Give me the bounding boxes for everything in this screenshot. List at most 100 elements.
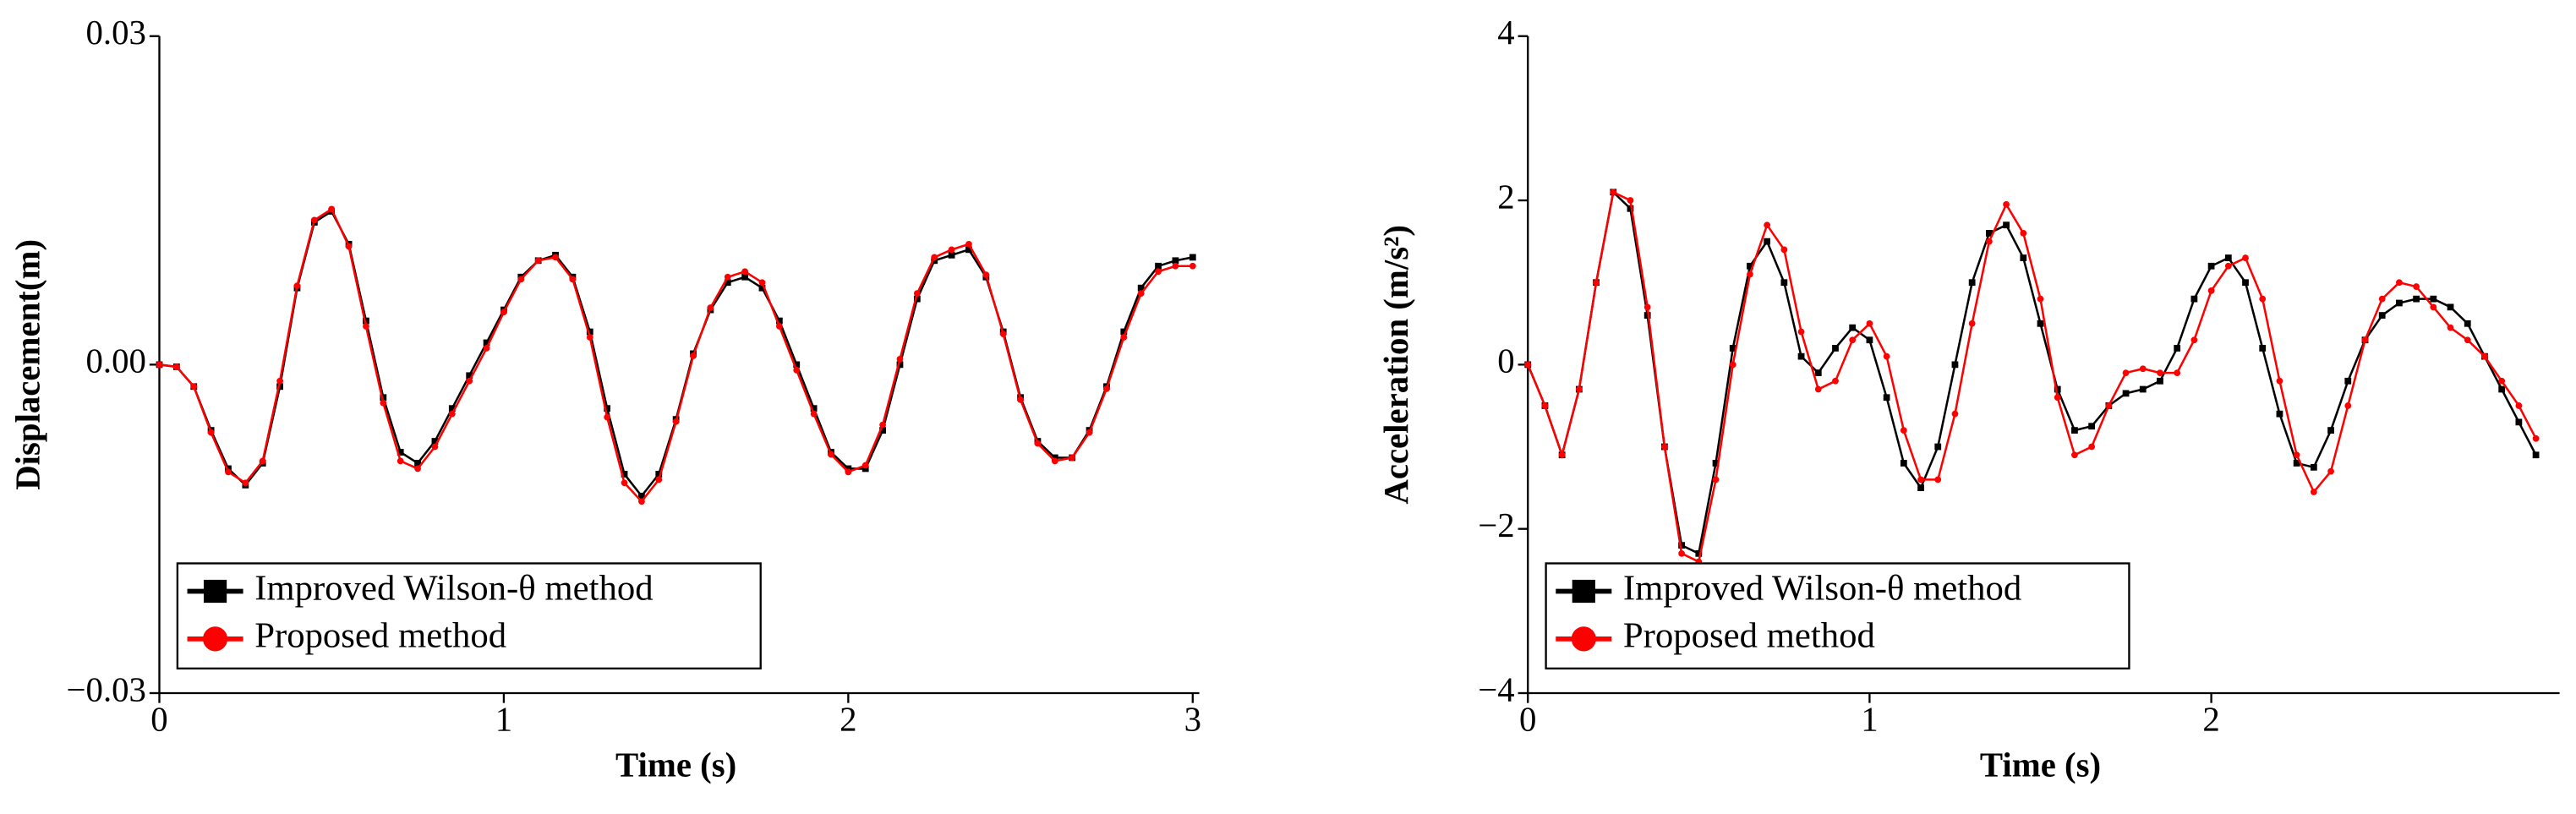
marker [1610,188,1617,196]
marker [1780,246,1788,254]
marker [2207,287,2215,294]
marker [2003,201,2010,208]
marker [2139,385,2147,393]
marker [758,284,766,292]
marker [2344,377,2352,385]
x-tick-label: 0 [150,700,167,738]
marker [1120,334,1128,341]
marker [1172,262,1179,270]
marker [2276,377,2283,385]
marker [2481,352,2488,360]
marker [2464,336,2471,344]
marker [328,205,336,213]
marker [1524,361,1532,369]
marker [604,405,611,412]
y-tick-label: 4 [1497,14,1514,52]
marker [1155,268,1162,276]
marker [466,377,473,385]
marker [2293,451,2300,459]
y-tick-label: 0.00 [86,342,146,380]
marker [483,339,490,347]
y-axis-label: Acceleration (m/s²) [1377,225,1415,505]
marker [1797,328,1805,336]
marker [913,290,921,298]
marker [896,361,904,369]
legend-marker [203,579,227,604]
marker [1968,320,1976,327]
marker [1712,476,1720,483]
marker [1764,238,1771,245]
x-axis-label: Time (s) [615,746,736,784]
marker [1137,290,1145,298]
marker [1832,377,1839,385]
marker [2174,345,2181,352]
marker [448,405,456,412]
marker [2207,262,2215,270]
legend-label: Improved Wilson-θ method [254,568,653,608]
marker [2430,303,2437,311]
marker [2310,489,2317,495]
marker [2344,402,2352,409]
marker [2157,369,2163,376]
marker [1814,385,1822,393]
marker [999,331,1007,337]
legend-marker [1572,579,1595,604]
marker [2378,295,2386,303]
marker [793,361,801,369]
marker [2532,451,2540,459]
marker [638,498,645,505]
marker [586,334,593,341]
marker [1900,460,1907,467]
legend-label: Proposed method [1623,616,1875,656]
marker [2139,365,2147,373]
marker [1780,279,1788,287]
marker [2071,427,2078,434]
marker [1678,549,1685,557]
marker [1900,427,1907,434]
marker [345,243,353,250]
marker [2242,254,2249,261]
marker [2190,336,2198,344]
x-axis-label: Time (s) [1980,746,2101,784]
marker [172,363,180,370]
marker [259,457,266,465]
marker [1764,221,1771,229]
marker [965,246,972,254]
marker [2413,295,2420,303]
marker [861,462,869,469]
plot: −4 −2 0 2 4 0 1 2 Time (s) Acceleration (m/s²) Imp… [1377,14,2560,784]
legend-marker [202,626,228,652]
marker [2532,434,2540,442]
marker [1558,451,1566,459]
marker [1832,345,1839,352]
marker [1797,352,1805,360]
marker [2037,320,2044,327]
marker [879,421,886,429]
marker [2088,443,2096,451]
marker [2464,320,2471,327]
y-axis-label: Displacement(m) [8,239,46,490]
marker [1172,257,1179,265]
marker [2105,402,2113,409]
marker [1593,279,1600,287]
marker [2190,295,2198,303]
marker [1051,454,1058,462]
marker [1034,440,1042,447]
marker [2378,312,2386,319]
marker [638,492,645,500]
marker [414,460,421,467]
marker [2224,262,2232,270]
marker [896,356,904,363]
marker [2003,221,2010,229]
marker [2020,230,2027,237]
x-tick-label: 2 [840,700,856,738]
y-tick-label: 0.03 [86,14,146,52]
marker [948,251,955,259]
x-tick-label: 3 [1184,700,1201,738]
marker [2054,385,2061,393]
marker [621,479,628,487]
marker [845,468,852,476]
marker [363,317,369,325]
marker [1017,396,1024,403]
marker [741,268,749,276]
